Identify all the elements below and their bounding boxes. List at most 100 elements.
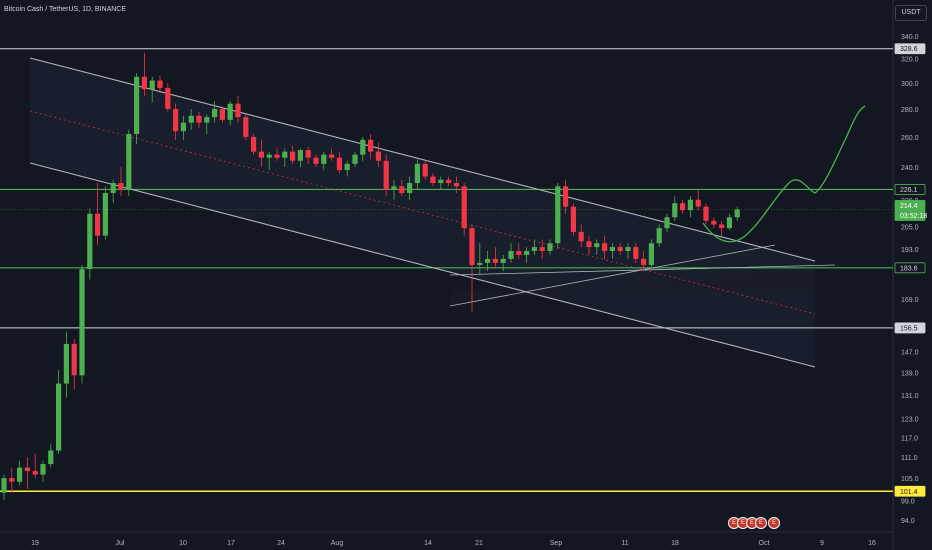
candle-body xyxy=(157,80,163,89)
y-tick-label: 205.0 xyxy=(901,224,919,231)
candle xyxy=(196,111,202,129)
price-tag: 156.5 xyxy=(894,322,926,334)
x-tick-label: Sep xyxy=(550,540,563,547)
candle xyxy=(656,224,662,248)
candle-body xyxy=(352,154,358,164)
candle xyxy=(251,133,257,155)
candle-body xyxy=(578,231,584,242)
candle-body xyxy=(102,192,108,236)
candle xyxy=(438,176,444,190)
candle xyxy=(485,250,491,272)
candle-body xyxy=(282,151,288,158)
candle xyxy=(469,224,475,313)
x-tick-label: Jul xyxy=(116,540,125,547)
candle xyxy=(586,235,592,255)
candle-body xyxy=(188,115,194,123)
candle xyxy=(56,369,62,454)
y-tick-label: 105.0 xyxy=(901,476,919,483)
candle xyxy=(282,148,288,168)
event-icon: E xyxy=(755,517,767,529)
candle xyxy=(149,76,155,103)
candle xyxy=(368,133,374,160)
y-tick-label: 117.0 xyxy=(901,435,918,442)
candle-body xyxy=(633,247,639,259)
candle-body xyxy=(516,250,522,255)
candle xyxy=(391,179,397,200)
candle-body xyxy=(508,250,514,259)
candle-body xyxy=(266,154,272,158)
candle-body xyxy=(79,269,85,376)
candle xyxy=(336,151,342,174)
candle-body xyxy=(399,186,405,193)
candle-body xyxy=(290,151,296,161)
candle xyxy=(672,196,678,221)
candle xyxy=(461,183,467,236)
candle xyxy=(321,151,327,171)
candle xyxy=(633,243,639,263)
y-tick-label: 300.0 xyxy=(901,81,919,88)
candle-body xyxy=(492,258,498,263)
candle xyxy=(524,247,530,263)
candle xyxy=(446,176,452,187)
y-tick-label: 340.0 xyxy=(901,34,919,41)
candle-body xyxy=(461,186,467,229)
candle-body xyxy=(204,117,210,123)
y-tick-label: 131.0 xyxy=(901,393,919,400)
candle-body xyxy=(453,183,459,187)
price-tag: 214.4 xyxy=(894,200,926,211)
candle-body xyxy=(594,243,600,248)
candle-body xyxy=(329,154,335,158)
candle-body xyxy=(141,76,147,90)
y-tick-label: 169.0 xyxy=(901,297,919,304)
candle xyxy=(492,247,498,268)
candle xyxy=(87,208,93,280)
candle-body xyxy=(695,199,701,207)
candle xyxy=(570,203,576,236)
candle xyxy=(227,101,233,126)
y-tick-label: 320.0 xyxy=(901,57,919,64)
candle xyxy=(430,173,436,187)
candle-body xyxy=(438,179,444,184)
candle-body xyxy=(212,108,218,118)
triangle-lower-line xyxy=(449,244,776,307)
candle-body xyxy=(719,224,725,229)
channel-median-line xyxy=(29,110,816,315)
currency-button[interactable]: USDT xyxy=(895,5,927,21)
candle xyxy=(313,154,319,168)
x-tick-label: 19 xyxy=(31,540,39,547)
price-tag: 226.1 xyxy=(894,184,926,195)
candle-body xyxy=(430,176,436,184)
candle-body xyxy=(407,183,413,193)
candle-body xyxy=(625,247,631,251)
candle xyxy=(9,467,15,493)
candle xyxy=(734,206,740,221)
candle xyxy=(625,243,631,259)
candle-body xyxy=(344,163,350,171)
candle-body xyxy=(672,203,678,218)
candle-body xyxy=(687,199,693,211)
candle xyxy=(79,264,85,384)
price-tag-box xyxy=(894,262,926,274)
candle xyxy=(703,203,709,225)
candle-body xyxy=(711,220,717,225)
candle-body xyxy=(414,163,420,184)
candle xyxy=(609,243,615,259)
candle-body xyxy=(336,157,342,171)
candle xyxy=(305,147,311,164)
candle xyxy=(578,224,584,248)
price-tag-label: 156.5 xyxy=(900,325,918,332)
candle-body xyxy=(126,133,132,190)
candle-body xyxy=(258,151,264,158)
y-tick-label: 111.0 xyxy=(901,455,918,462)
candle-body xyxy=(196,115,202,123)
candle xyxy=(110,179,116,204)
candle xyxy=(719,220,725,236)
y-tick-label: 99.0 xyxy=(901,498,915,505)
price-tag-label: 101.4 xyxy=(900,489,918,496)
event-marker[interactable]: E xyxy=(768,517,780,529)
candle-body xyxy=(243,117,249,137)
candle xyxy=(422,160,428,180)
x-tick-label: 10 xyxy=(179,540,187,547)
